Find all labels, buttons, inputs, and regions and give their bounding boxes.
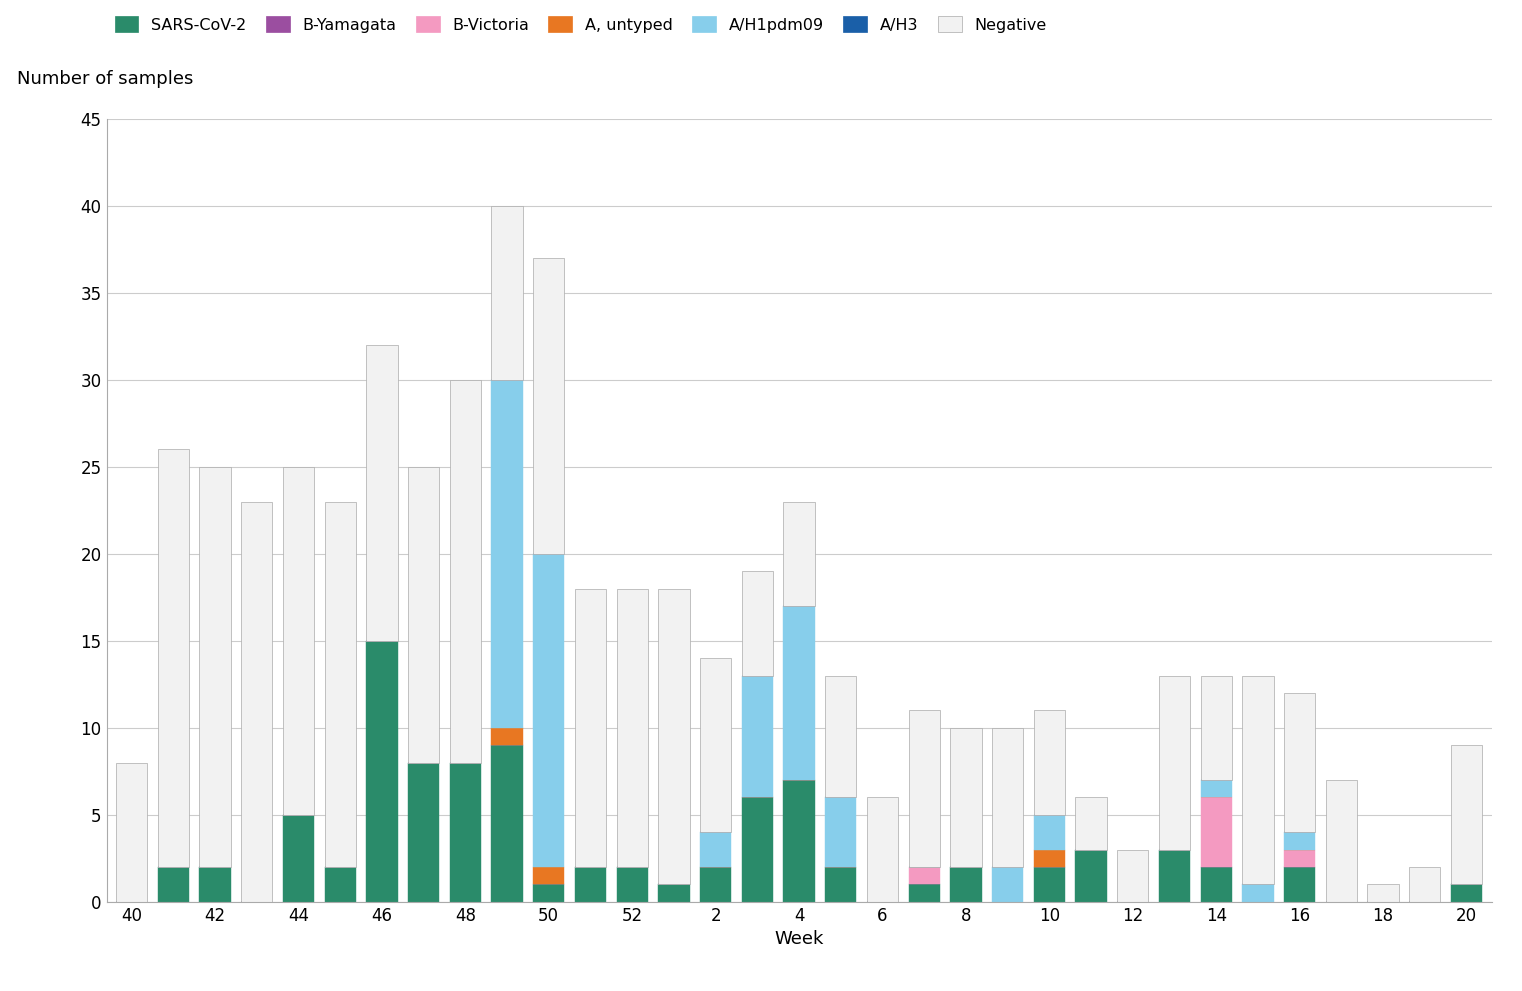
Bar bbox=[950, 727, 982, 867]
Bar bbox=[240, 501, 272, 902]
Bar bbox=[575, 867, 606, 902]
Bar bbox=[992, 867, 1023, 902]
Bar bbox=[1201, 867, 1231, 902]
Bar bbox=[909, 867, 941, 884]
X-axis label: Week: Week bbox=[775, 931, 823, 948]
Bar bbox=[950, 867, 982, 902]
Bar bbox=[1201, 798, 1231, 867]
Bar bbox=[1409, 867, 1440, 902]
Bar bbox=[1033, 867, 1065, 902]
Bar bbox=[741, 798, 773, 902]
Bar bbox=[492, 745, 522, 902]
Bar bbox=[492, 727, 522, 745]
Bar bbox=[992, 727, 1023, 867]
Bar bbox=[449, 763, 481, 902]
Bar bbox=[1285, 832, 1315, 849]
Bar bbox=[616, 867, 648, 902]
Bar bbox=[1158, 849, 1190, 902]
Bar bbox=[1033, 815, 1065, 849]
Bar bbox=[700, 867, 731, 902]
Bar bbox=[1285, 693, 1315, 832]
Bar bbox=[1285, 849, 1315, 867]
Bar bbox=[825, 798, 857, 867]
Bar bbox=[283, 467, 314, 815]
Bar bbox=[825, 867, 857, 902]
Bar bbox=[324, 867, 356, 902]
Bar bbox=[1158, 676, 1190, 849]
Bar bbox=[533, 867, 565, 884]
Bar bbox=[1242, 884, 1274, 902]
Bar bbox=[658, 884, 689, 902]
Bar bbox=[408, 763, 440, 902]
Bar bbox=[1201, 676, 1231, 780]
Bar bbox=[1242, 676, 1274, 884]
Bar bbox=[909, 711, 941, 867]
Legend: SARS-CoV-2, B-Yamagata, B-Victoria, A, untyped, A/H1pdm09, A/H3, Negative: SARS-CoV-2, B-Yamagata, B-Victoria, A, u… bbox=[114, 16, 1047, 33]
Bar bbox=[1117, 849, 1149, 902]
Bar bbox=[1285, 867, 1315, 902]
Bar bbox=[909, 884, 941, 902]
Bar bbox=[367, 641, 397, 902]
Bar bbox=[324, 501, 356, 867]
Bar bbox=[784, 501, 814, 606]
Bar bbox=[283, 815, 314, 902]
Bar bbox=[158, 867, 189, 902]
Bar bbox=[533, 554, 565, 867]
Bar bbox=[784, 780, 814, 902]
Bar bbox=[741, 571, 773, 676]
Bar bbox=[658, 589, 689, 884]
Bar bbox=[492, 380, 522, 727]
Bar bbox=[1033, 711, 1065, 815]
Bar bbox=[116, 763, 148, 902]
Bar bbox=[1076, 849, 1106, 902]
Bar bbox=[367, 345, 397, 641]
Bar bbox=[449, 380, 481, 763]
Text: Number of samples: Number of samples bbox=[17, 69, 193, 87]
Bar bbox=[1033, 849, 1065, 867]
Bar bbox=[1450, 884, 1482, 902]
Bar bbox=[700, 832, 731, 867]
Bar bbox=[1076, 798, 1106, 849]
Bar bbox=[700, 658, 731, 832]
Bar bbox=[741, 676, 773, 798]
Bar bbox=[784, 606, 814, 780]
Bar bbox=[1367, 884, 1399, 902]
Bar bbox=[825, 676, 857, 798]
Bar bbox=[492, 206, 522, 380]
Bar bbox=[199, 467, 231, 867]
Bar bbox=[1326, 780, 1358, 902]
Bar bbox=[408, 467, 440, 763]
Bar bbox=[158, 450, 189, 867]
Bar bbox=[533, 258, 565, 554]
Bar bbox=[616, 589, 648, 867]
Bar bbox=[575, 589, 606, 867]
Bar bbox=[533, 884, 565, 902]
Bar bbox=[199, 867, 231, 902]
Bar bbox=[1450, 745, 1482, 884]
Bar bbox=[868, 798, 898, 902]
Bar bbox=[1201, 780, 1231, 798]
